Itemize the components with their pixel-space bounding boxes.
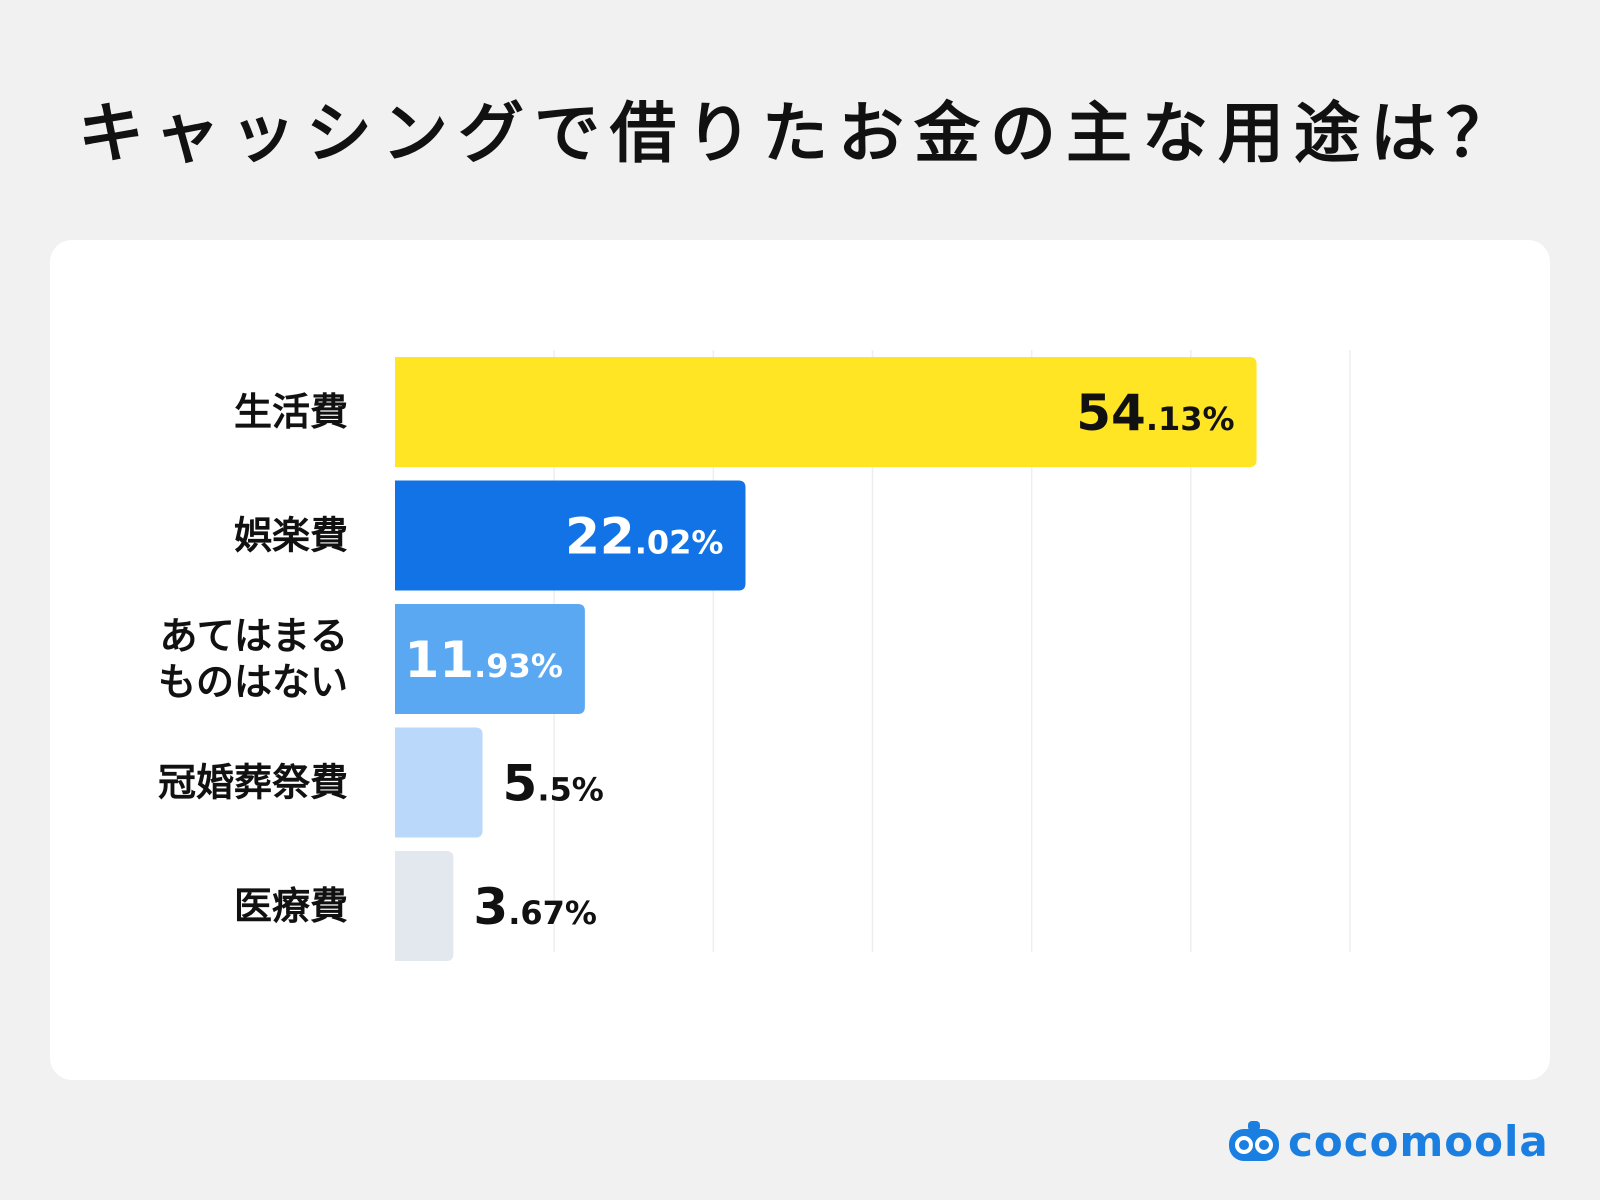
- chart-card: 生活費 54.13% 娯楽費 22.02% あてはまるものはない 11.93% 冠婚葬祭費 5…: [50, 240, 1550, 1080]
- category-label: 娯楽費: [234, 514, 348, 558]
- page-title: キャッシングで借りたお金の主な用途は？: [78, 95, 1522, 172]
- bar-chart: 生活費 54.13% 娯楽費 22.02% あてはまるものはない 11.93% 冠婚葬祭費 5…: [158, 350, 1351, 961]
- bar: [395, 604, 585, 714]
- bar: [395, 357, 1257, 467]
- brand-name: cocomoola: [1288, 1116, 1549, 1166]
- category-label: 医療費: [234, 884, 348, 928]
- data-label: 54.13%: [1076, 384, 1234, 442]
- bar: [395, 480, 746, 591]
- category-label: 生活費: [234, 390, 348, 434]
- bar: [395, 727, 483, 838]
- data-label: 22.02%: [565, 508, 723, 566]
- brand-logo: cocomoola: [1226, 1116, 1549, 1166]
- data-label: 3.67%: [473, 878, 597, 936]
- data-label: 5.5%: [503, 755, 604, 813]
- category-label: あてはまるものはない: [158, 614, 348, 704]
- data-label: 11.93%: [405, 631, 563, 689]
- cocomoola-icon: [1229, 1121, 1279, 1161]
- category-label: 冠婚葬祭費: [158, 761, 348, 805]
- bar: [395, 851, 454, 961]
